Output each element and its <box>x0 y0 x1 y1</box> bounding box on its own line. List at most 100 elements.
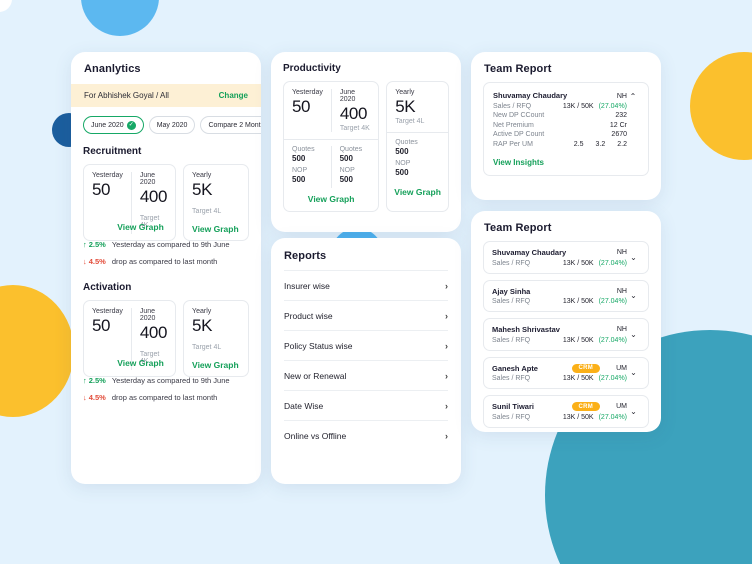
metric-key: New DP CCount <box>493 112 545 119</box>
team-summary-head: Shuvamay Chaudary NH Sales / RFQ 13K / 5… <box>493 91 639 150</box>
metric-number: 13K / 50K <box>562 102 594 110</box>
activation-delta-up: ↑ 2.5% Yesterday as compared to 9th June <box>83 376 249 385</box>
activation-section: Activation Yesterday 50 x June 2020 400 … <box>71 266 261 402</box>
member-role: NH <box>616 93 627 100</box>
metric-label: Yearly <box>192 308 212 316</box>
chip-june-2020-label: June 2020 <box>91 121 124 129</box>
nop-value: 500 <box>292 175 306 185</box>
recruitment-section: Recruitment Yesterday 50 x June 2020 400… <box>71 138 261 266</box>
quotes-value: 500 <box>339 154 353 164</box>
team-member-row[interactable]: Shuvamay Chaudary NH Sales / RFQ 13K / 5… <box>483 241 649 274</box>
report-item-online-vs-offline[interactable]: Online vs Offline › <box>284 420 448 450</box>
team-member-metric-row: Sales / RFQ 13K / 50K (27.04%) <box>492 298 627 305</box>
productivity-top-row: Yesterday 50 x June 2020 400 Target 4K <box>284 82 378 139</box>
team-member-row[interactable]: Sunil Tiwari CRM UM Sales / RFQ 13K / 50… <box>483 395 649 428</box>
analytics-card: Ananlytics For Abhishek Goyal / All Chan… <box>71 52 261 484</box>
metric-value: 400 <box>139 187 168 206</box>
nop-value: 500 <box>395 168 409 178</box>
rap-value-3: 2.2 <box>617 140 627 148</box>
delta-percent: 4.5% <box>88 257 106 267</box>
team-member-row[interactable]: Mahesh Shrivastav NH Sales / RFQ 13K / 5… <box>483 318 649 351</box>
team-member-main: Ganesh Apte CRM UM Sales / RFQ 13K / 50K… <box>492 363 627 382</box>
page-title: Ananlytics <box>84 63 141 75</box>
crm-badge: CRM <box>571 363 601 373</box>
member-name: Sunil Tiwari <box>492 402 534 411</box>
team-member-name-row: Shuvamay Chaudary NH <box>492 248 627 257</box>
team-list-title: Team Report <box>484 222 552 234</box>
nop-label: NOP <box>395 160 411 168</box>
metric-number: 13K / 50K <box>562 259 594 267</box>
view-graph-button[interactable]: View Graph <box>117 358 164 369</box>
team-member-metric-row: Sales / RFQ 13K / 50K (27.04%) <box>492 337 627 344</box>
view-graph-button[interactable]: View Graph <box>192 360 239 371</box>
metric-value: 5K <box>192 316 213 336</box>
metric-target: Target 4K <box>339 125 370 133</box>
team-member-list: Shuvamay Chaudary NH Sales / RFQ 13K / 5… <box>471 241 661 428</box>
productivity-yesterday-detail: Quotes 500 NOP 500 <box>284 146 331 188</box>
chevron-up-icon[interactable]: ⌃ <box>629 92 637 101</box>
team-summary-body: Shuvamay Chaudary NH Sales / RFQ 13K / 5… <box>493 91 627 150</box>
productivity-section: Productivity Yesterday 50 x June 2020 40… <box>271 52 461 213</box>
metric-key: Sales / RFQ <box>492 259 531 267</box>
report-item-label: Policy Status wise <box>284 340 353 351</box>
report-item-insurer-wise[interactable]: Insurer wise › <box>284 270 448 300</box>
team-member-main: Shuvamay Chaudary NH Sales / RFQ 13K / 5… <box>492 248 627 267</box>
recruitment-yearly-box: Yearly 5K Target 4L View Graph <box>183 164 249 242</box>
chevron-down-icon[interactable]: ⌄ <box>630 252 637 262</box>
delta-percent: 4.5% <box>88 393 106 403</box>
team-member-row[interactable]: Ganesh Apte CRM UM Sales / RFQ 13K / 50K… <box>483 356 649 389</box>
team-member-name-row: Sunil Tiwari CRM UM <box>492 402 627 411</box>
report-item-date-wise[interactable]: Date Wise › <box>284 390 448 420</box>
analytics-context-text: For Abhishek Goyal / All <box>84 91 169 100</box>
metric-number: 13K / 50K <box>562 298 594 305</box>
report-item-policy-status-wise[interactable]: Policy Status wise › <box>284 330 448 360</box>
report-item-label: New or Renewal <box>284 370 347 381</box>
chip-may-2020[interactable]: May 2020 <box>148 116 196 134</box>
view-graph-button[interactable]: View Graph <box>192 224 239 235</box>
metric-number: 2670 <box>611 131 627 138</box>
change-link[interactable]: Change <box>218 91 248 100</box>
delta-down-value: ↓ 4.5% <box>83 393 106 402</box>
chip-compare-label: Compare 2 Months <box>208 121 261 129</box>
chevron-down-icon[interactable]: ⌄ <box>630 368 637 378</box>
productivity-yearly: Yearly 5K Target 4L <box>387 89 448 125</box>
member-role: UM <box>616 403 627 410</box>
chevron-down-icon[interactable]: ⌄ <box>630 291 637 301</box>
metric-key: Sales / RFQ <box>492 298 531 305</box>
recruitment-title: Recruitment <box>83 146 142 157</box>
team-summary-row-active-dp: Active DP Count 2670 <box>493 131 627 138</box>
metric-number: 13K / 50K <box>562 413 594 421</box>
team-member-name-row: Mahesh Shrivastav NH <box>492 325 627 334</box>
team-member-row[interactable]: Ajay Sinha NH Sales / RFQ 13K / 50K (27.… <box>483 279 649 312</box>
quotes-label: Quotes <box>292 146 315 154</box>
team-member-main: Ajay Sinha NH Sales / RFQ 13K / 50K (27.… <box>492 287 627 306</box>
recruitment-yesterday: Yesterday 50 x <box>84 172 131 234</box>
chevron-down-icon[interactable]: ⌄ <box>630 329 637 339</box>
view-graph-button[interactable]: View Graph <box>307 194 355 205</box>
report-item-label: Online vs Offline <box>284 430 347 441</box>
member-name: Ganesh Apte <box>492 363 538 373</box>
chevron-down-icon[interactable]: ⌄ <box>630 406 637 416</box>
member-name: Shuvamay Chaudary <box>493 91 568 100</box>
chip-june-2020[interactable]: June 2020 ✓ <box>83 116 144 134</box>
productivity-yesterday: Yesterday 50 x <box>284 89 331 132</box>
metric-number: 12 Cr <box>609 121 627 129</box>
metric-value: 50 <box>292 97 311 116</box>
metric-key: RAP Per UM <box>493 140 533 148</box>
metric-percent: (27.04%) <box>598 413 627 421</box>
view-insights-button[interactable]: View Insights <box>493 158 544 167</box>
quotes-value: 500 <box>292 154 306 164</box>
team-summary-row-sales: Sales / RFQ 13K / 50K (27.04%) <box>493 103 627 110</box>
view-graph-button[interactable]: View Graph <box>117 222 164 233</box>
chip-compare-2-months[interactable]: Compare 2 Months <box>200 116 261 134</box>
reports-card: Reports Insurer wise › Product wise › Po… <box>271 238 461 484</box>
team-summary-row-rap: RAP Per UM 2.5 3.2 2.2 <box>493 141 627 148</box>
member-role: NH <box>616 249 627 256</box>
chevron-right-icon: › <box>445 430 448 441</box>
team-report-list-card: Team Report Shuvamay Chaudary NH Sales /… <box>471 211 661 432</box>
report-item-product-wise[interactable]: Product wise › <box>284 300 448 330</box>
report-item-new-or-renewal[interactable]: New or Renewal › <box>284 360 448 390</box>
view-graph-button[interactable]: View Graph <box>394 187 441 198</box>
metric-value: 50 <box>92 180 111 199</box>
rap-value-2: 3.2 <box>595 140 606 148</box>
